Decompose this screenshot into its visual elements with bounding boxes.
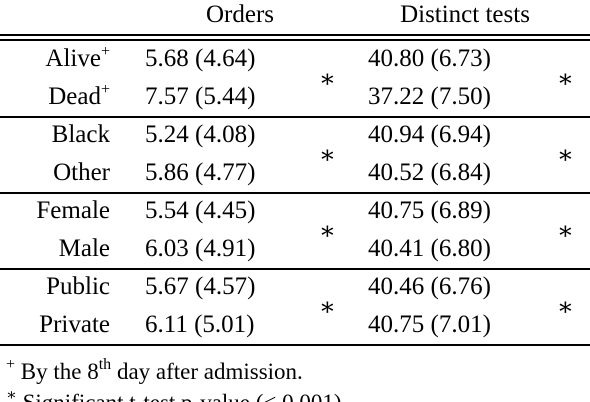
tests-cell: 40.52 (6.84) <box>368 159 491 186</box>
tests-cell: 40.80 (6.73) <box>368 45 491 72</box>
significance: ∗ <box>319 294 336 321</box>
row-label-text: Male <box>58 235 110 262</box>
footnote-mark: + <box>100 43 110 60</box>
orders-cell: 6.03 (4.91) <box>145 235 256 262</box>
orders-cell: 5.24 (4.08) <box>145 121 256 148</box>
row-label: Male <box>0 236 110 261</box>
footnote-text: day after admission. <box>111 359 303 384</box>
significance: ∗ <box>557 66 574 93</box>
tests-cell: 40.75 (6.89) <box>368 197 491 224</box>
orders-cell: 5.68 (4.64) <box>145 45 256 72</box>
row-label-text: Private <box>39 311 110 338</box>
row-label: Dead+ <box>0 81 110 110</box>
footnote-text: By the 8 <box>20 359 99 384</box>
rule <box>0 268 590 270</box>
rule <box>0 192 590 194</box>
row-label: Female <box>0 198 110 223</box>
column-header: Distinct tests <box>400 1 530 28</box>
tests-cell: 40.46 (6.76) <box>368 273 491 300</box>
row-label-text: Female <box>36 197 110 224</box>
rule <box>0 116 590 118</box>
significance: ∗ <box>557 294 574 321</box>
tests-cell: 40.41 (6.80) <box>368 235 491 262</box>
orders-cell: 5.86 (4.77) <box>145 159 256 186</box>
significance: ∗ <box>319 218 336 245</box>
column-header: Orders <box>205 1 275 28</box>
orders-cell: 5.54 (4.45) <box>145 197 256 224</box>
tests-cell: 37.22 (7.50) <box>368 83 491 110</box>
rule <box>0 34 590 36</box>
row-label: Private <box>0 312 110 337</box>
significance: ∗ <box>319 142 336 169</box>
footnote-marker: + <box>6 356 16 373</box>
rule <box>0 39 590 41</box>
orders-cell: 7.57 (5.44) <box>145 83 256 110</box>
row-label-text: Other <box>53 159 110 186</box>
rule <box>0 344 590 346</box>
significance: ∗ <box>557 142 574 169</box>
tests-cell: 40.94 (6.94) <box>368 121 491 148</box>
footnote: ∗ Significant t-test p-value (< 0.001). <box>6 388 348 402</box>
orders-cell: 6.11 (5.01) <box>145 311 255 338</box>
footnote-sup: th <box>98 356 112 373</box>
row-label-text: Dead <box>48 83 101 110</box>
significance: ∗ <box>319 66 336 93</box>
footnote-marker: ∗ <box>6 387 17 402</box>
row-label: Black <box>0 122 110 147</box>
row-label-text: Black <box>51 121 110 148</box>
orders-cell: 5.67 (4.57) <box>145 273 256 300</box>
tests-cell: 40.75 (7.01) <box>368 311 491 338</box>
row-label: Public <box>0 274 110 299</box>
footnote-text: Significant t-test p-value (< 0.001). <box>23 390 348 402</box>
row-label: Alive+ <box>0 43 110 72</box>
row-label-text: Public <box>46 273 110 300</box>
footnote: + By the 8th day after admission. <box>6 357 303 384</box>
significance: ∗ <box>557 218 574 245</box>
row-label-text: Alive <box>45 45 101 72</box>
footnote-mark: + <box>100 81 110 98</box>
row-label: Other <box>0 160 110 185</box>
